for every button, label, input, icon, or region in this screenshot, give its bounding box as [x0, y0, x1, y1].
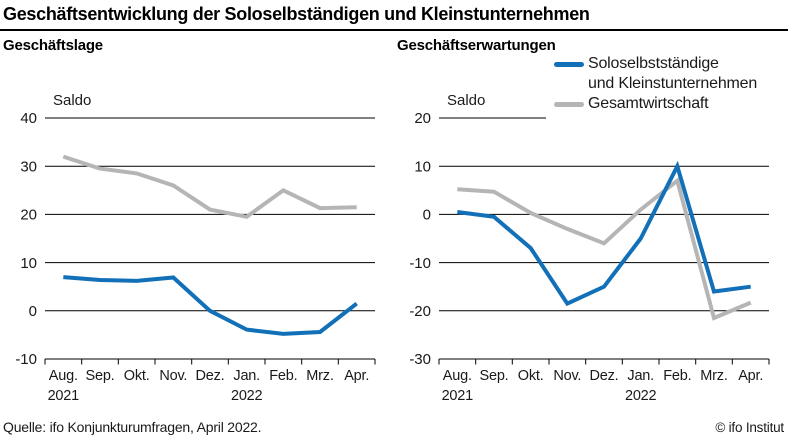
series-line-gray: [62, 154, 357, 219]
legend-swatch-gesamt-line-icon: [554, 101, 584, 107]
legend-swatch-spacer: [554, 82, 584, 87]
x-axis-month-label: Sep.: [479, 368, 508, 384]
x-axis-month-label: Feb.: [269, 368, 297, 384]
y-axis-unit-label: Saldo: [447, 92, 485, 109]
x-axis-month-label: Aug.: [443, 368, 472, 384]
series-line-gray: [457, 177, 752, 321]
panel-title-geschaeftslage: Geschäftslage: [3, 37, 103, 54]
y-axis-tick-label: 20: [20, 207, 37, 224]
legend-label-solo-line1: Soloselbstständige: [588, 55, 719, 72]
x-axis-month-label: Nov.: [553, 368, 581, 384]
y-axis-tick-label: 0: [29, 303, 37, 320]
x-axis-year-label: 2021: [48, 388, 80, 404]
x-axis-month-label: Dez.: [195, 368, 224, 384]
x-axis-month-label: Nov.: [159, 368, 187, 384]
legend-label-gesamt: Gesamtwirtschaft: [588, 95, 709, 112]
x-axis-month-label: Mrz.: [306, 368, 333, 384]
chart-geschaeftslage: 40 30 20 10 0 -10 Aug. Sep. Okt. Nov. Dez. Jan. Feb.…: [15, 92, 376, 404]
legend-item-soloselbststaendige: Soloselbstständige: [546, 54, 788, 74]
source-note: Quelle: ifo Konjunkturumfragen, April 20…: [3, 419, 262, 435]
y-axis-unit-label: Saldo: [53, 92, 91, 109]
x-axis-month-label: Okt.: [124, 368, 150, 384]
series-line-blue: [63, 275, 358, 336]
x-axis-month-label: Apr.: [738, 368, 763, 384]
x-axis-month-label: Feb.: [663, 368, 691, 384]
x-axis-month-label: Apr.: [344, 368, 369, 384]
x-axis-month-label: Dez.: [589, 368, 618, 384]
y-axis-tick-label: 10: [20, 255, 37, 272]
x-axis-year-label: 2022: [231, 388, 263, 404]
copyright-note: © ifo Institut: [715, 420, 784, 435]
y-axis-tick-label: -20: [409, 303, 431, 320]
y-axis-tick-label: 40: [20, 110, 37, 127]
legend-item-gesamtwirtschaft: Gesamtwirtschaft: [546, 94, 788, 114]
x-axis-year-label: 2022: [625, 388, 657, 404]
y-axis-tick-label: 0: [423, 207, 431, 224]
legend: Soloselbstständige und Kleinstunternehme…: [546, 54, 788, 122]
y-axis-tick-label: -10: [15, 351, 37, 368]
x-axis-year-label: 2021: [442, 388, 474, 404]
chart-geschaeftserwartungen: 20 10 0 -10 -20 -30 Aug. Sep. Okt. Nov. Dez. Jan. Fe…: [409, 92, 770, 404]
page-title: Geschäftsentwicklung der Soloselbständig…: [3, 4, 590, 24]
x-axis-month-label: Okt.: [518, 368, 544, 384]
x-axis-month-label: Sep.: [85, 368, 114, 384]
legend-label-solo-line2: und Kleinstunternehmen: [588, 75, 758, 92]
panel-title-geschaeftserwartungen: Geschäftserwartungen: [397, 37, 556, 54]
y-axis-tick-label: 10: [414, 158, 431, 175]
legend-item-soloselbststaendige-line2: und Kleinstunternehmen: [546, 74, 788, 94]
x-axis-month-label: Jan.: [627, 368, 654, 384]
y-axis-tick-label: -30: [409, 351, 431, 368]
title-underline: [0, 29, 788, 31]
y-axis-tick-label: -10: [409, 255, 431, 272]
y-axis-tick-label: 30: [20, 158, 37, 175]
x-axis-month-label: Jan.: [233, 368, 260, 384]
y-axis-tick-label: 20: [414, 110, 431, 127]
series-line-blue: [457, 160, 751, 307]
legend-swatch-solo-line-icon: [554, 61, 584, 67]
x-axis-month-label: Mrz.: [700, 368, 727, 384]
x-axis-month-label: Aug.: [49, 368, 78, 384]
